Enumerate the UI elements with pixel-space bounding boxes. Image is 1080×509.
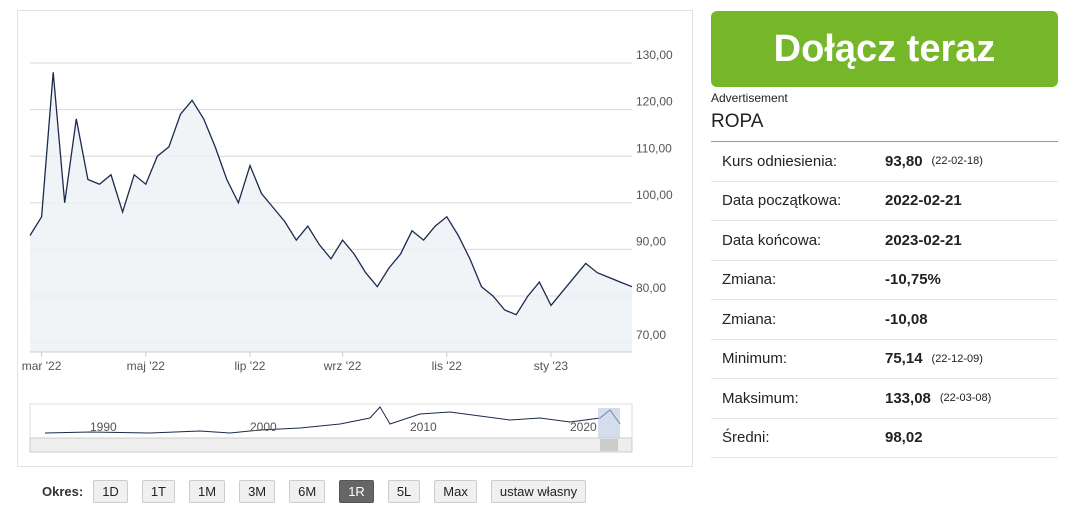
stats-label: Minimum: [722, 350, 788, 368]
y-tick-label: 100,00 [636, 188, 673, 202]
stats-value: 75,14 [885, 350, 923, 368]
period-button[interactable]: 1R [339, 480, 374, 503]
stats-row: Zmiana: -10,75% [711, 261, 1058, 300]
stats-row: Data początkowa: 2022-02-21 [711, 182, 1058, 221]
period-button[interactable]: 1D [93, 480, 128, 503]
stats-label: Maksimum: [722, 389, 799, 407]
stats-value: 93,80 [885, 152, 923, 170]
stats-label: Data początkowa: [722, 192, 842, 210]
y-tick-label: 120,00 [636, 95, 673, 109]
chart: 70,00 80,00 90,00 100,00 110,00 120,00 130,00 m… [21, 48, 674, 453]
stats-label: Średni: [722, 429, 770, 447]
stats-value: 2023-02-21 [885, 231, 962, 249]
stats-table: Kurs odniesienia: 93,80 (22-02-18) Data poc… [711, 141, 1058, 458]
stats-row: Minimum: 75,14 (22-12-09) [711, 340, 1058, 379]
stats-date: (22-03-08) [939, 392, 992, 405]
x-tick-label: wrz '22 [323, 359, 362, 373]
y-tick-label: 70,00 [636, 328, 666, 342]
stats-row: Zmiana: -10,08 [711, 300, 1058, 340]
stats-value: -10,75% [885, 271, 941, 289]
join-button[interactable]: Dołącz teraz [711, 11, 1058, 87]
navigator-label: 1990 [90, 420, 117, 434]
ad-image-alt: Advertisement [711, 91, 788, 105]
period-button[interactable]: 6M [289, 480, 326, 503]
x-tick-label: lis '22 [432, 359, 463, 373]
stats-row: Kurs odniesienia: 93,80 (22-02-18) [711, 142, 1058, 182]
scrollbar[interactable] [29, 437, 633, 453]
instrument-name: ROPA [711, 111, 764, 132]
stats-value: 133,08 [885, 389, 931, 407]
period-bar: Okres: 1D 1T 1M 3M 6M 1R 5L Max ustaw własny [42, 480, 600, 503]
stats-label: Kurs odniesienia: [722, 152, 838, 170]
stats-date: (22-12-09) [931, 352, 983, 365]
x-tick-label: lip '22 [234, 359, 265, 373]
stats-row: Średni: 98,02 [711, 419, 1058, 458]
period-button[interactable]: ustaw własny [490, 480, 587, 503]
chart-panel [17, 10, 693, 467]
stats-row: Data końcowa: 2023-02-21 [711, 221, 1058, 261]
period-button[interactable]: 3M [239, 480, 276, 503]
x-tick-label: maj '22 [127, 359, 166, 373]
period-label: Okres: [42, 484, 84, 499]
y-tick-label: 90,00 [636, 235, 666, 249]
y-tick-label: 130,00 [636, 48, 673, 62]
stats-value: 98,02 [885, 429, 923, 447]
period-button[interactable]: 1M [189, 480, 226, 503]
x-tick-label: mar '22 [22, 359, 62, 373]
navigator-label: 2020 [570, 420, 597, 434]
period-button[interactable]: Max [434, 480, 477, 503]
navigator-window[interactable] [598, 408, 620, 438]
navigator-line [44, 406, 621, 434]
line-area [30, 72, 632, 353]
period-button[interactable]: 1T [141, 480, 175, 503]
scrollbar-thumb[interactable] [600, 439, 618, 451]
stats-row: Maksimum: 133,08 (22-03-08) [711, 379, 1058, 419]
line [29, 72, 633, 316]
y-tick-label: 80,00 [636, 281, 666, 295]
y-tick-label: 110,00 [636, 141, 672, 155]
period-button[interactable]: 5L [387, 480, 421, 503]
stats-value: -10,08 [885, 310, 928, 328]
stats-date: (22-02-18) [931, 155, 983, 168]
navigator-label: 2000 [250, 420, 277, 434]
stats-value: 2022-02-21 [885, 192, 962, 210]
x-tick-label: sty '23 [534, 359, 569, 373]
stats-label: Zmiana: [722, 271, 777, 289]
stats-label: Data końcowa: [722, 231, 822, 249]
navigator-label: 2010 [410, 420, 437, 434]
stats-label: Zmiana: [722, 310, 777, 328]
